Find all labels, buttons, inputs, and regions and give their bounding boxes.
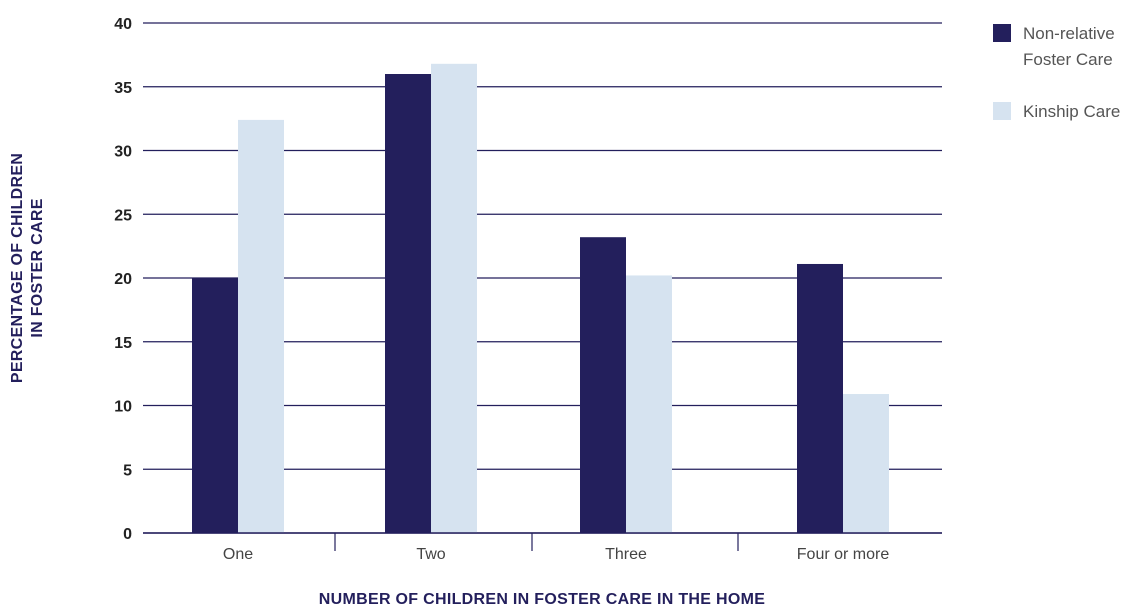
bar-kinship-3: [626, 275, 672, 533]
x-tick-label: Four or more: [797, 546, 890, 563]
bar-kinship-4: [843, 394, 889, 533]
y-axis-title: PERCENTAGE OF CHILDREN IN FOSTER CARE: [9, 153, 46, 383]
y-tick-label: 25: [114, 207, 132, 224]
bar-kinship-2: [431, 63, 477, 534]
y-tick-label: 35: [114, 80, 132, 97]
x-tick-label: One: [223, 546, 253, 563]
legend-swatch-nonrelative: [993, 24, 1011, 42]
bar-nonrelative-4: [797, 263, 843, 533]
bar-kinship-1: [238, 119, 284, 534]
x-tick-label: Two: [416, 546, 445, 563]
y-axis-title-line: PERCENTAGE OF CHILDREN: [9, 153, 26, 383]
y-tick-label: 20: [114, 271, 132, 288]
y-tick-label: 15: [114, 335, 132, 352]
y-tick-label: 40: [114, 16, 132, 33]
x-tick-label: Three: [605, 546, 647, 563]
y-axis-title-line: IN FOSTER CARE: [29, 198, 46, 337]
y-tick-label: 0: [123, 526, 132, 543]
y-tick-label: 5: [123, 462, 132, 479]
legend-label-nonrelative: Foster Care: [1023, 50, 1113, 69]
legend-swatch-kinship: [993, 102, 1011, 120]
bar-nonrelative-3: [580, 237, 626, 533]
legend-label-nonrelative: Non-relative: [1023, 24, 1115, 43]
y-tick-label: 10: [114, 399, 132, 416]
bar-nonrelative-1: [192, 278, 238, 533]
bar-nonrelative-2: [385, 74, 431, 533]
legend-label-kinship: Kinship Care: [1023, 102, 1120, 121]
x-axis-title: NUMBER OF CHILDREN IN FOSTER CARE IN THE…: [319, 591, 765, 608]
y-tick-label: 30: [114, 144, 132, 161]
